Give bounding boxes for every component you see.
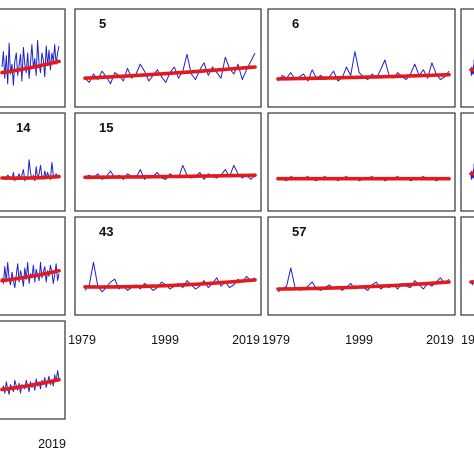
annual-series-line [470,163,474,180]
panel-frame [0,216,66,316]
panel-plot-area [83,52,257,85]
panel-plot-area [0,261,61,289]
panel: 14 [0,112,66,212]
x-axis-layer: 1979 1999 2019 1979 1999 2019 19 2019 [38,333,474,451]
panel-plot-area [469,59,474,76]
trend-line [83,173,257,180]
panel-frame [460,8,474,108]
panel [0,320,66,420]
panel-frame [267,8,456,108]
trend-line [0,268,61,283]
panel-plot-area [83,261,257,293]
x-tick-label: 2019 [426,333,454,347]
panel-label: 14 [16,120,31,135]
panel-frame [74,112,262,212]
x-tick-label: 1979 [262,333,290,347]
panel [460,112,474,212]
panel-frame [0,112,66,212]
panel [0,216,66,316]
panel-plot-area [0,159,61,182]
trend-line [276,280,451,291]
trend-line [0,59,61,75]
annual-series-line [1,39,60,86]
annual-series-line [470,59,474,76]
x-tick-label: 19 [461,333,474,347]
x-tick-label: 1999 [345,333,373,347]
panel-plot-area [276,267,451,293]
panel-frame [267,112,456,212]
panel [0,8,66,108]
panel [460,216,474,316]
panel-frame [460,216,474,316]
trend-line [469,68,474,72]
trend-line [469,172,474,176]
trend-line [83,278,257,289]
panel-label: 5 [99,16,106,31]
trend-line [276,72,451,81]
panel [267,112,456,212]
panel-frame [74,216,262,316]
panel-frame [460,112,474,212]
panel-frame [0,320,66,420]
x-tick-label: 2019 [232,333,260,347]
panel: 43 [74,216,262,316]
panel [460,8,474,108]
x-tick-label: 1979 [68,333,96,347]
panel-label: 6 [292,16,299,31]
panel-label: 57 [292,224,306,239]
panel-plot-area [0,370,61,395]
panel-plot-area [276,51,451,82]
panel-plot-area [469,280,474,286]
panel-plot-area [0,39,61,86]
panel: 57 [267,216,456,316]
panel: 5 [74,8,262,108]
panels-layer: 5 6 14 15 43 57 [0,8,474,420]
trend-line [83,65,257,80]
panel-plot-area [276,176,451,182]
x-tick-label: 2019 [38,437,66,451]
panel-label: 15 [99,120,113,135]
x-tick-label: 1999 [151,333,179,347]
panel-plot-area [469,163,474,180]
trend-line [0,174,61,180]
panel-label: 43 [99,224,113,239]
panel: 6 [267,8,456,108]
panel-plot-area [83,164,257,180]
trend-line [0,377,61,392]
panel: 15 [74,112,262,212]
panel-frame [267,216,456,316]
panel-frame [74,8,262,108]
